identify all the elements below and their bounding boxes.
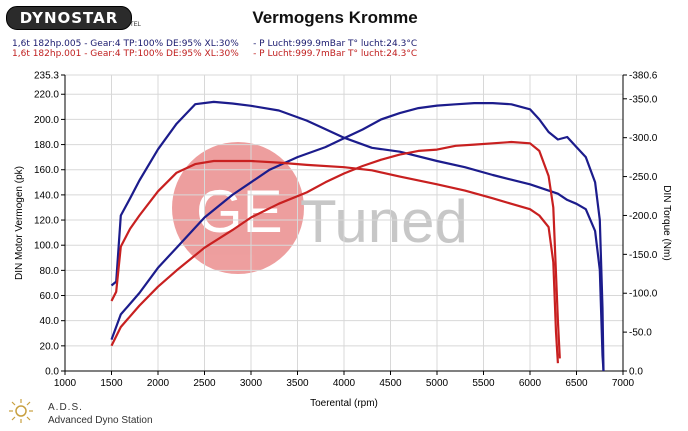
x-tick-label: 6500 bbox=[565, 378, 588, 389]
y-tick-label: 200.0 bbox=[34, 115, 59, 126]
y2-tick-label: -380.6 bbox=[629, 71, 658, 82]
x-tick-label: 6000 bbox=[519, 378, 542, 389]
x-tick-label: 4500 bbox=[379, 378, 402, 389]
run-info-1: 1,6t 182hp.005 - Gear:4 TP:100% DE:95% X… bbox=[12, 39, 418, 49]
ads-subtitle: Advanced Dyno Station bbox=[48, 415, 153, 426]
logo-text: DYNOSTAR bbox=[19, 9, 119, 27]
x-tick-label: 2500 bbox=[193, 378, 216, 389]
x-tick-label: 5500 bbox=[472, 378, 495, 389]
x-tick-label: 2000 bbox=[147, 378, 170, 389]
dynostar-logo: DYNOSTAR bbox=[6, 6, 132, 30]
y-tick-label: 220.0 bbox=[34, 90, 59, 101]
y2-tick-label: -150.0 bbox=[629, 250, 658, 261]
y-tick-label: 160.0 bbox=[34, 165, 59, 176]
y-tick-label: 180.0 bbox=[34, 140, 59, 151]
y2-tick-label: 0.0 bbox=[629, 367, 643, 378]
x-axis-title: Toerental (rpm) bbox=[310, 398, 378, 409]
y-tick-label: 80.0 bbox=[40, 266, 60, 277]
x-tick-label: 4000 bbox=[333, 378, 356, 389]
x-tick-label: 1500 bbox=[100, 378, 123, 389]
y-tick-label: 0.0 bbox=[45, 367, 59, 378]
y2-tick-label: -50.0 bbox=[629, 328, 652, 339]
x-tick-label: 1000 bbox=[54, 378, 77, 389]
watermark-ge: GE bbox=[196, 178, 283, 245]
y2-tick-label: -350.0 bbox=[629, 94, 658, 105]
series-1-power-line bbox=[110, 102, 605, 372]
ads-label: A.D.S. bbox=[48, 402, 83, 413]
series-2-torque-line bbox=[110, 100, 605, 372]
y2-tick-label: -300.0 bbox=[629, 133, 658, 144]
y-tick-label: 100.0 bbox=[34, 241, 59, 252]
chart-title: Vermogens Kromme bbox=[252, 8, 418, 27]
y2-tick-label: -250.0 bbox=[629, 172, 658, 183]
y2-tick-label: -200.0 bbox=[629, 211, 658, 222]
y-tick-label: 140.0 bbox=[34, 190, 59, 201]
y-axis-title: DIN Motor Vermogen (pk) bbox=[14, 166, 25, 280]
y-tick-label: 60.0 bbox=[40, 291, 60, 302]
y-tick-label: 40.0 bbox=[40, 316, 60, 327]
x-tick-label: 3000 bbox=[240, 378, 263, 389]
x-tick-label: 5000 bbox=[426, 378, 449, 389]
run-info-2: 1,6t 182hp.001 - Gear:4 TP:100% DE:95% X… bbox=[12, 49, 418, 59]
ads-sun-icon bbox=[9, 399, 33, 423]
logo-small-text: TEL bbox=[130, 22, 142, 28]
series-3-power-line bbox=[110, 140, 561, 359]
y2-axis-title: DIN Torque (Nm) bbox=[661, 185, 672, 260]
x-tick-label: 7000 bbox=[612, 378, 635, 389]
y-tick-label: 20.0 bbox=[40, 341, 60, 352]
y-tick-label: 120.0 bbox=[34, 216, 59, 227]
series-4-torque-line bbox=[110, 159, 559, 364]
watermark-tuned: Tuned bbox=[300, 188, 468, 255]
x-tick-label: 3500 bbox=[286, 378, 309, 389]
y-tick-label: 235.3 bbox=[34, 71, 59, 82]
y2-tick-label: -100.0 bbox=[629, 289, 658, 300]
